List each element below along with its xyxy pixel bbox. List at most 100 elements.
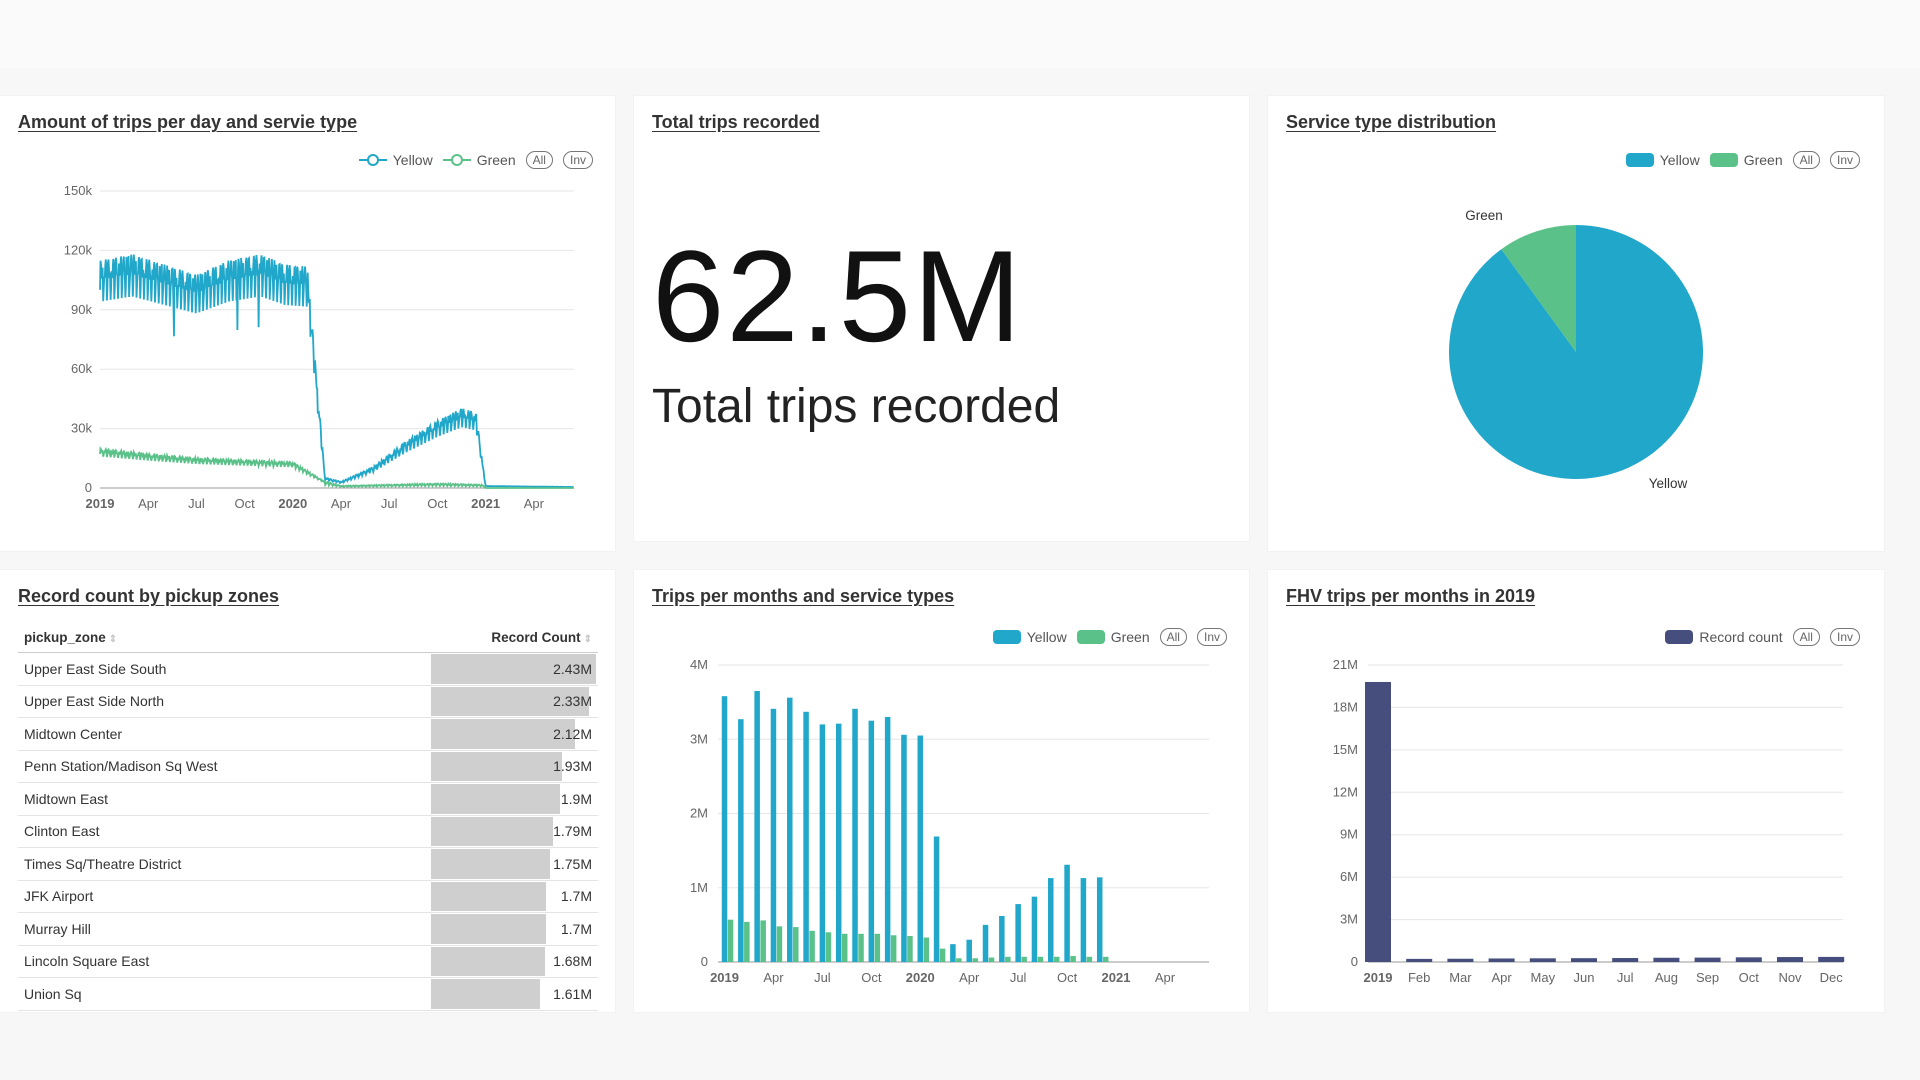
table-row[interactable]: Lincoln Square East 1.68M [18, 946, 598, 978]
table-row[interactable]: Penn Station/Madison Sq West 1.93M [18, 751, 598, 783]
bar-record-count [1571, 958, 1597, 962]
cell-count: 1.7M [560, 888, 592, 905]
table-row[interactable]: Midtown Center 2.12M [18, 718, 598, 751]
x-tick-label: 2019 [86, 496, 115, 511]
cell-zone: Clinton East [24, 823, 100, 840]
value-bar [431, 784, 560, 814]
table-row[interactable]: Upper East Side North 2.33M [18, 686, 598, 718]
legend-all-button[interactable]: All [1159, 628, 1187, 646]
bar-record-count [1735, 957, 1762, 962]
bar-green [1021, 956, 1027, 962]
bar-record-count [1818, 956, 1845, 962]
legend-all-button[interactable]: All [1792, 151, 1820, 169]
cell-zone: JFK Airport [24, 888, 94, 905]
cell-count: 1.79M [553, 823, 592, 840]
panel-title[interactable]: Amount of trips per day and servie type [18, 112, 358, 132]
legend-inv-button[interactable]: Inv [562, 151, 593, 169]
legend-label: Record count [1699, 629, 1783, 645]
cell-count: 2.43M [553, 660, 592, 677]
x-tick-label: Dec [1820, 970, 1844, 985]
bar-yellow [852, 708, 858, 962]
x-tick-label: 2021 [1102, 970, 1131, 985]
legend-item-yellow[interactable]: Yellow [1625, 152, 1700, 168]
y-tick-label: 6M [1340, 869, 1358, 884]
legend-label: Green [1110, 629, 1150, 645]
legend-inv-button[interactable]: Inv [1196, 628, 1227, 646]
legend-item-green[interactable]: Green [1709, 152, 1783, 168]
table-row[interactable]: Union Sq 1.61M [18, 978, 598, 1011]
y-tick-label: 21M [1333, 657, 1358, 672]
bar-green [744, 921, 750, 962]
cell-count: 1.93M [553, 758, 592, 775]
bar-yellow [803, 711, 809, 962]
legend-item-green[interactable]: Green [1076, 629, 1150, 645]
pie-label-green: Green [1465, 208, 1503, 223]
y-tick-label: 3M [690, 731, 708, 746]
column-header-count[interactable]: Record Count ⇕ [491, 629, 592, 645]
bar-yellow [1096, 877, 1103, 962]
table-row[interactable]: Murray Hill 1.7M [18, 913, 598, 946]
legend-inv-button[interactable]: Inv [1829, 151, 1860, 169]
y-tick-label: 9M [1340, 827, 1358, 842]
bar-yellow [884, 716, 891, 962]
legend-all-button[interactable]: All [1792, 628, 1820, 646]
bar-yellow [901, 734, 907, 962]
bar-record-count [1777, 957, 1803, 962]
y-tick-label: 15M [1333, 742, 1358, 757]
legend-label: Yellow [1659, 152, 1700, 168]
table-row[interactable]: Midtown East 1.9M [18, 783, 598, 816]
legend: Yellow Green All Inv [992, 628, 1227, 646]
sort-icon: ⇕ [108, 633, 118, 645]
y-tick-label: 0 [85, 480, 92, 495]
legend-item-yellow[interactable]: Yellow [992, 629, 1067, 645]
bar-yellow [819, 724, 826, 962]
panel-title[interactable]: Total trips recorded [652, 112, 820, 132]
table-row[interactable]: Upper East Side South 2.43M [18, 653, 598, 686]
column-header-zone[interactable]: pickup_zone ⇕ [24, 629, 118, 645]
bar-green [972, 958, 978, 962]
table-row[interactable]: Times Sq/Theatre District 1.75M [18, 848, 598, 881]
bar-yellow [966, 939, 972, 962]
y-tick-label: 4M [690, 657, 708, 672]
bar-record-count [1694, 957, 1721, 962]
bar-record-count [1406, 958, 1433, 962]
bar-green [809, 930, 815, 962]
panel-title[interactable]: Record count by pickup zones [18, 586, 280, 606]
x-tick-label: Apr [138, 496, 159, 511]
swatch [1665, 630, 1694, 644]
x-tick-label: Aug [1655, 970, 1678, 985]
x-tick-label: Oct [1057, 970, 1078, 985]
value-bar [431, 751, 562, 781]
legend-item-green[interactable]: Green [442, 152, 516, 168]
line-marker-icon [358, 154, 387, 166]
value-bar [431, 719, 575, 749]
bar-yellow [1015, 904, 1021, 962]
value-bar [431, 686, 590, 716]
cell-count: 1.68M [553, 953, 592, 970]
bar-yellow [982, 924, 989, 962]
x-tick-label: 2020 [278, 496, 307, 511]
panel-title[interactable]: FHV trips per months in 2019 [1286, 586, 1536, 606]
legend-item-record-count[interactable]: Record count [1665, 629, 1783, 645]
value-bar [431, 979, 541, 1009]
x-tick-label: Jul [1010, 970, 1027, 985]
table-row[interactable]: JFK Airport 1.7M [18, 881, 598, 913]
legend-all-button[interactable]: All [525, 151, 553, 169]
bar-yellow [835, 723, 842, 962]
legend: Record count All Inv [1665, 628, 1860, 646]
y-tick-label: 0 [1351, 954, 1358, 969]
panel-title[interactable]: Service type distribution [1286, 112, 1497, 132]
legend-inv-button[interactable]: Inv [1829, 628, 1860, 646]
cell-count: 2.12M [553, 725, 592, 742]
bar-yellow [868, 720, 875, 962]
cell-count: 1.61M [553, 985, 592, 1002]
cell-zone: Penn Station/Madison Sq West [24, 758, 218, 775]
table-row[interactable]: Clinton East 1.79M [18, 816, 598, 848]
bar-green [841, 933, 848, 962]
bar-green [760, 920, 766, 962]
table-body: Upper East Side South 2.43M Upper East Sid… [18, 653, 598, 1011]
legend-item-yellow[interactable]: Yellow [358, 152, 433, 168]
cell-count: 1.75M [553, 855, 592, 872]
panel-title[interactable]: Trips per months and service types [652, 586, 955, 606]
x-tick-label: 2021 [471, 496, 500, 511]
